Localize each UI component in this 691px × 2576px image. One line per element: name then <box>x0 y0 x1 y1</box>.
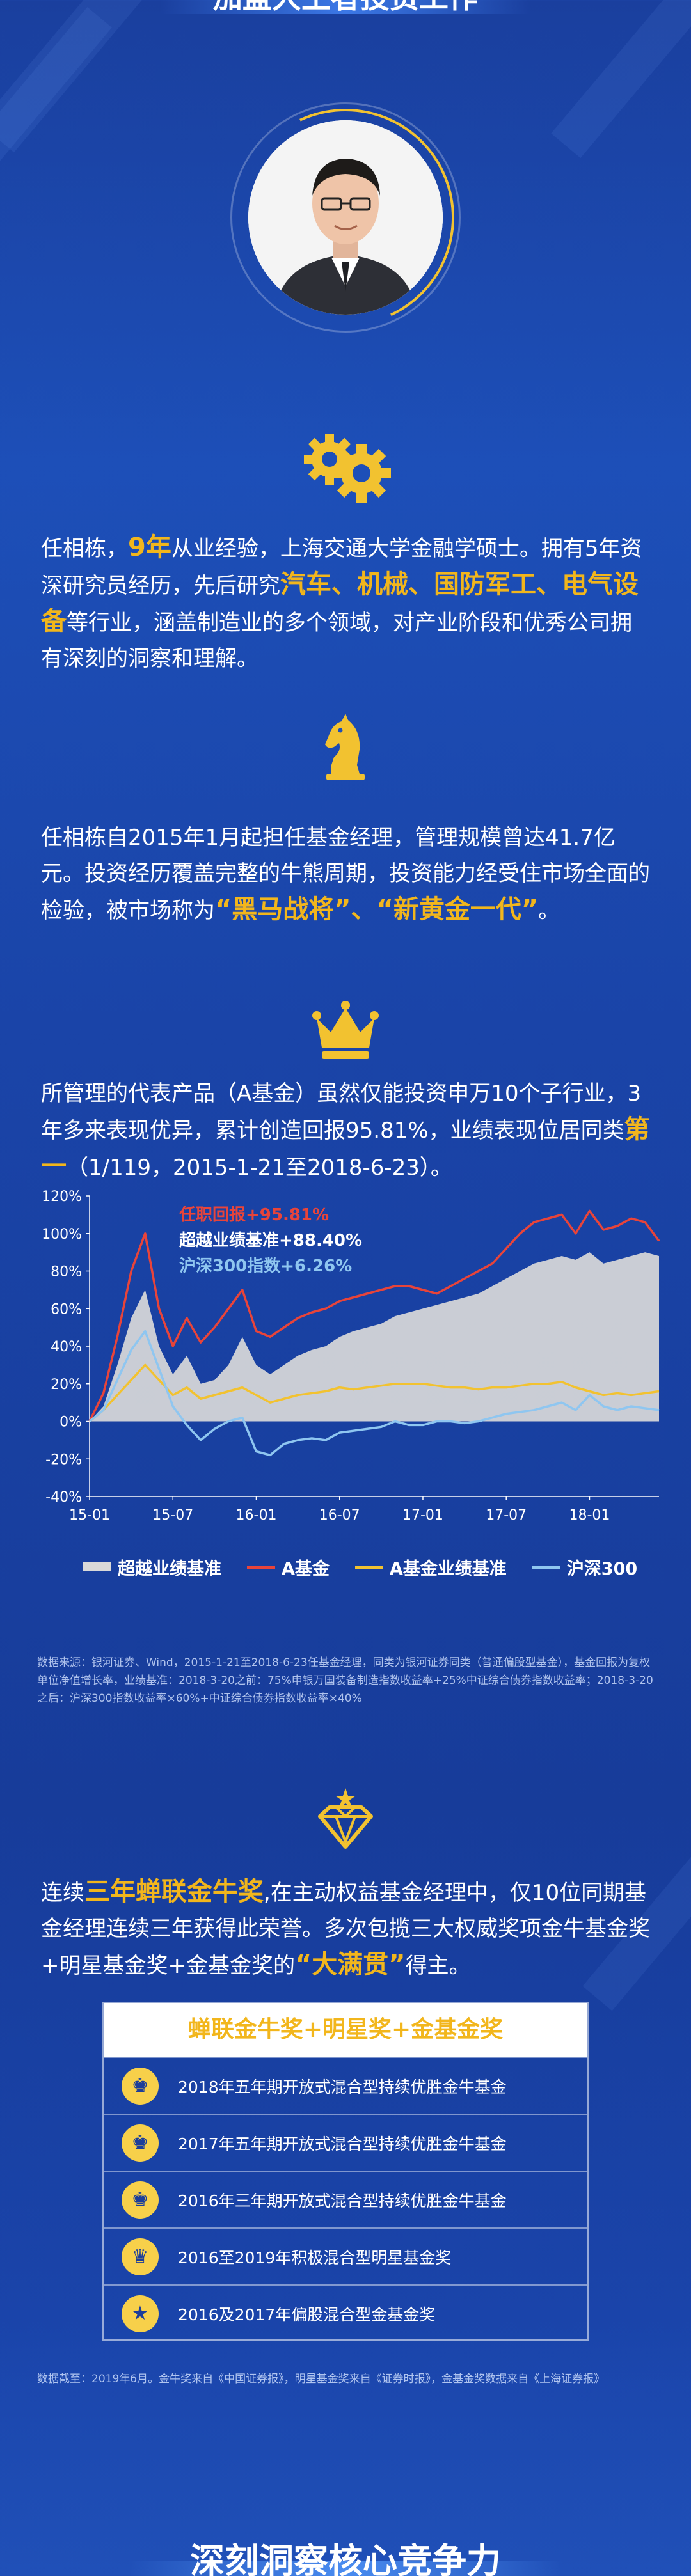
y-tick-label: -40% <box>45 1489 82 1505</box>
award-row: ♚ 2016年三年期开放式混合型持续优胜金牛基金 <box>104 2171 587 2227</box>
legend-label: 沪深300 <box>566 1559 638 1579</box>
manager-photo <box>206 78 485 357</box>
chess-knight-icon <box>0 711 691 784</box>
award-row: ♛ 2016至2019年积极混合型明星基金奖 <box>104 2227 587 2284</box>
performance-chart: 120% 100% 80% 60% 40% 20% 0% -20% -40% 15-01 15-07… <box>26 1189 665 1599</box>
legend-swatch <box>354 1565 383 1569</box>
medal-icon: ★ <box>122 2295 159 2332</box>
series-area-excess <box>90 1252 659 1422</box>
awards-intro-paragraph: 连续三年蝉联金牛奖,在主动权益基金经理中，仅10位同期基金经理连续三年获得此荣誉… <box>41 1877 650 1979</box>
gears-icon <box>0 427 691 507</box>
trophy-icon: ♚ <box>122 2181 159 2219</box>
x-tick-label: 16-01 <box>236 1507 277 1523</box>
x-tick-label: 15-07 <box>152 1507 193 1523</box>
y-tick-label: -20% <box>45 1452 82 1468</box>
award-label: 2016至2019年积极混合型明星基金奖 <box>178 2248 452 2267</box>
series-line-1 <box>88 1209 660 1422</box>
x-tick-label: 17-01 <box>402 1507 443 1523</box>
chart-legend: 超越业绩基准 A基金 A基金业绩基准 沪深300 <box>83 1554 637 1580</box>
chart-annotation: 任职回报+95.81% <box>179 1205 329 1225</box>
profile-paragraph-1: 任相栋，9年从业经验，上海交通大学金融学硕士。拥有5年资深研究员经历，先后研究汽… <box>41 533 642 671</box>
section-title-next: 深刻洞察核心竞争力 <box>190 2541 501 2576</box>
legend-swatch <box>83 1562 111 1571</box>
legend-item: A基金 <box>247 1554 330 1580</box>
x-tick-label: 17-07 <box>486 1507 527 1523</box>
avatar <box>248 120 443 315</box>
crown-icon: ♛ <box>122 2238 159 2275</box>
chart-source-note: 数据来源：银河证券、Wind，2015-1-21至2018-6-23任基金经理，… <box>37 1656 653 1705</box>
chart-annotation: 沪深300指数+6.26% <box>179 1257 352 1276</box>
chart-annotation: 超越业绩基准+88.40% <box>179 1231 362 1250</box>
series-line-2 <box>88 1363 660 1422</box>
legend-label: A基金业绩基准 <box>389 1559 507 1579</box>
award-row: ♚ 2018年五年期开放式混合型持续优胜金牛基金 <box>104 2057 587 2114</box>
avatar-ring <box>230 102 461 333</box>
y-tick-label: 0% <box>60 1415 82 1431</box>
y-tick-label: 120% <box>42 1190 82 1205</box>
legend-label: 超越业绩基准 <box>118 1559 221 1579</box>
legend-label: A基金 <box>282 1559 330 1579</box>
performance-chart-svg: 120% 100% 80% 60% 40% 20% 0% -20% -40% 15-01 15-07… <box>42 1189 660 1523</box>
award-label: 2017年五年期开放式混合型持续优胜金牛基金 <box>178 2134 507 2153</box>
x-tick-label: 16-07 <box>319 1507 360 1523</box>
award-row: ♚ 2017年五年期开放式混合型持续优胜金牛基金 <box>104 2114 587 2171</box>
footer-highlight-bar <box>128 2561 563 2576</box>
award-label: 2018年五年期开放式混合型持续优胜金牛基金 <box>178 2077 507 2096</box>
series-line-3 <box>88 1330 660 1457</box>
y-tick-label: 40% <box>51 1339 82 1355</box>
legend-swatch <box>532 1565 560 1569</box>
person-icon <box>248 120 443 315</box>
profile-paragraph-2: 任相栋自2015年1月起担任基金经理，管理规模曾达41.7亿元。投资经历覆盖完整… <box>41 825 650 924</box>
awards-source-note: 数据截至：2019年6月。金牛奖来自《中国证券报》，明星基金奖来自《证券时报》，… <box>37 2373 605 2385</box>
awards-table: 蝉联金牛奖+明星奖+金基金奖 ♚ 2018年五年期开放式混合型持续优胜金牛基金 ♚… <box>102 2002 589 2341</box>
x-tick-label: 18-01 <box>569 1507 610 1523</box>
decor-stripe <box>551 0 691 159</box>
profile-paragraph-3: 所管理的代表产品（A基金）虽然仅能投资申万10个子行业，3年多来表现优异，累计创… <box>41 1081 650 1181</box>
page-title: 加盟大王者投资工作 <box>0 0 691 15</box>
legend-swatch <box>247 1565 275 1569</box>
award-row: ★ 2016及2017年偏股混合型金基金奖 <box>104 2284 587 2341</box>
x-tick-label: 15-01 <box>69 1507 110 1523</box>
trophy-icon: ♚ <box>122 2124 159 2162</box>
award-label: 2016及2017年偏股混合型金基金奖 <box>178 2305 436 2324</box>
y-tick-label: 60% <box>51 1301 82 1317</box>
diamond-icon <box>0 1784 691 1857</box>
y-tick-label: 20% <box>51 1377 82 1393</box>
crown-icon <box>0 999 691 1065</box>
legend-item: A基金业绩基准 <box>354 1554 507 1580</box>
awards-header: 蝉联金牛奖+明星奖+金基金奖 <box>104 2003 587 2057</box>
legend-item: 沪深300 <box>532 1554 637 1580</box>
y-tick-label: 100% <box>42 1227 82 1243</box>
title-highlight-bar <box>160 0 531 14</box>
y-tick-label: 80% <box>51 1264 82 1280</box>
award-label: 2016年三年期开放式混合型持续优胜金牛基金 <box>178 2191 507 2210</box>
legend-item: 超越业绩基准 <box>83 1554 221 1580</box>
trophy-icon: ♚ <box>122 2067 159 2105</box>
